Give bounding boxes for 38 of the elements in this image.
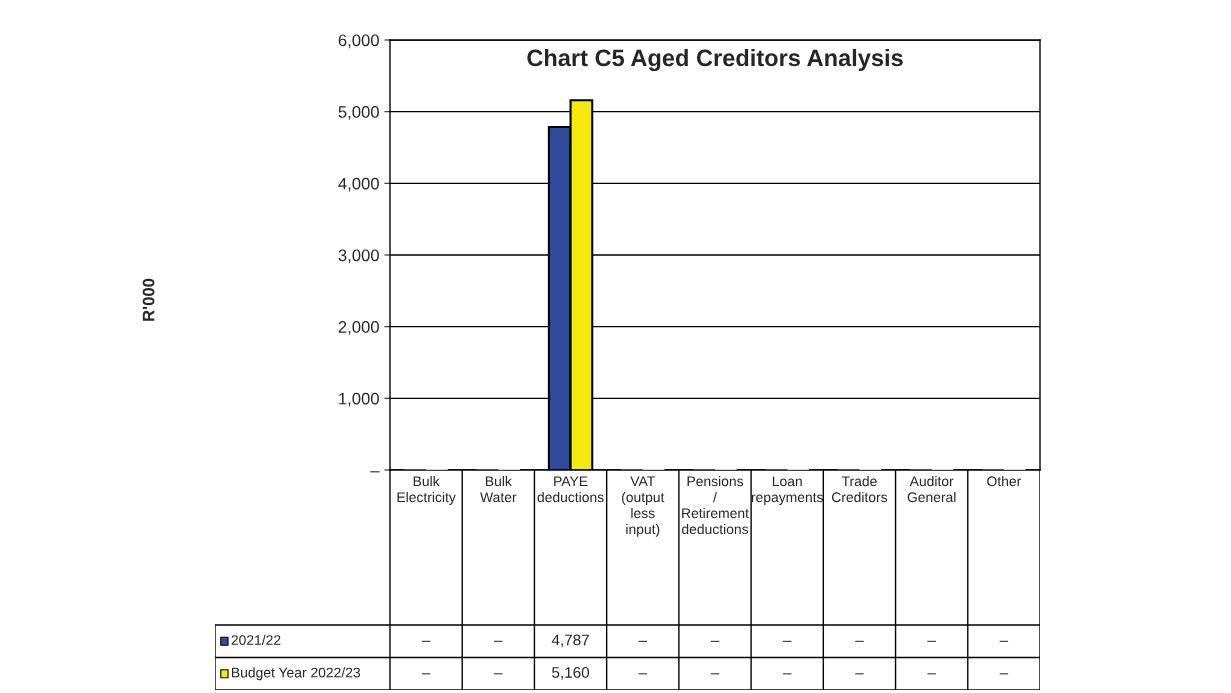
y-tick-label: 6,000: [338, 34, 379, 49]
x-tick-label: Loan repayments: [751, 476, 824, 505]
y-tick-label: 3,000: [338, 249, 379, 264]
data-label: 4,787: [551, 634, 589, 648]
x-tick-label: PAYE deductions: [537, 476, 604, 503]
data-label: –: [855, 640, 864, 642]
chart-title: Chart C5 Aged Creditors Analysis: [527, 48, 903, 72]
x-tick-label: Bulk Water: [480, 476, 517, 503]
y-tick-label: –: [370, 471, 380, 473]
data-label: –: [638, 640, 648, 642]
data-label: –: [782, 640, 792, 642]
x-tick-label: Auditor General: [907, 476, 956, 503]
y-tick-label: 2,000: [338, 321, 379, 335]
data-label: –: [855, 673, 864, 675]
data-label: –: [782, 673, 792, 675]
data-label: –: [421, 673, 431, 675]
y-tick-label: 4,000: [338, 177, 379, 192]
legend-label: 2021/22: [231, 634, 281, 645]
data-label: –: [494, 640, 503, 642]
data-label: –: [494, 673, 503, 675]
data-label: –: [638, 673, 648, 675]
legend-label: Budget Year 2022/23: [232, 667, 361, 681]
data-label: –: [999, 640, 1009, 642]
x-tick-label: Other: [987, 476, 1022, 487]
x-tick-label: Trade Creditors: [831, 476, 888, 503]
x-tick-label: Bulk Electricity: [397, 476, 456, 505]
data-label: –: [710, 640, 720, 642]
y-tick-label: 5,000: [338, 106, 379, 120]
x-tick-label: VAT (output less input): [622, 476, 665, 537]
data-label: –: [710, 673, 720, 675]
text: R'000: [142, 278, 155, 321]
data-label: –: [999, 673, 1009, 675]
y-tick-label: 1,000: [339, 392, 379, 407]
data-label: –: [927, 673, 936, 675]
x-tick-label: Pensions / Retirement deductions: [682, 476, 749, 535]
data-label: –: [927, 640, 936, 642]
data-label: –: [421, 640, 431, 642]
data-label: 5,160: [552, 667, 590, 680]
